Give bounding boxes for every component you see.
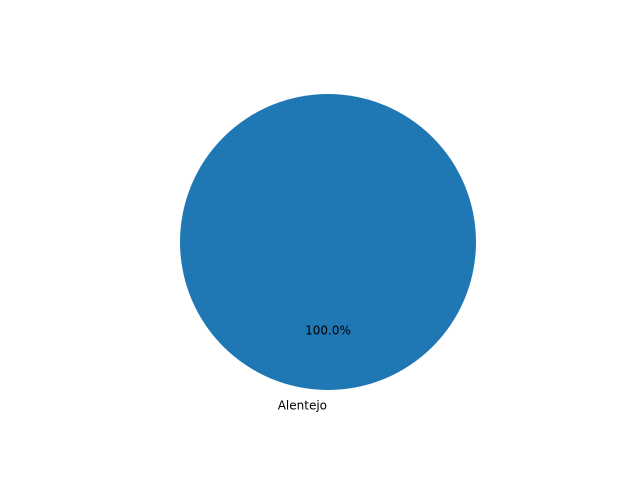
pie-labels-group: 100.0% Alentejo (278, 323, 351, 412)
pie-slice-category-label: Alentejo (278, 398, 327, 412)
pie-slice-alentejo (180, 94, 476, 390)
pie-slice-percent-label: 100.0% (305, 323, 351, 337)
pie-slices-group (180, 94, 476, 390)
